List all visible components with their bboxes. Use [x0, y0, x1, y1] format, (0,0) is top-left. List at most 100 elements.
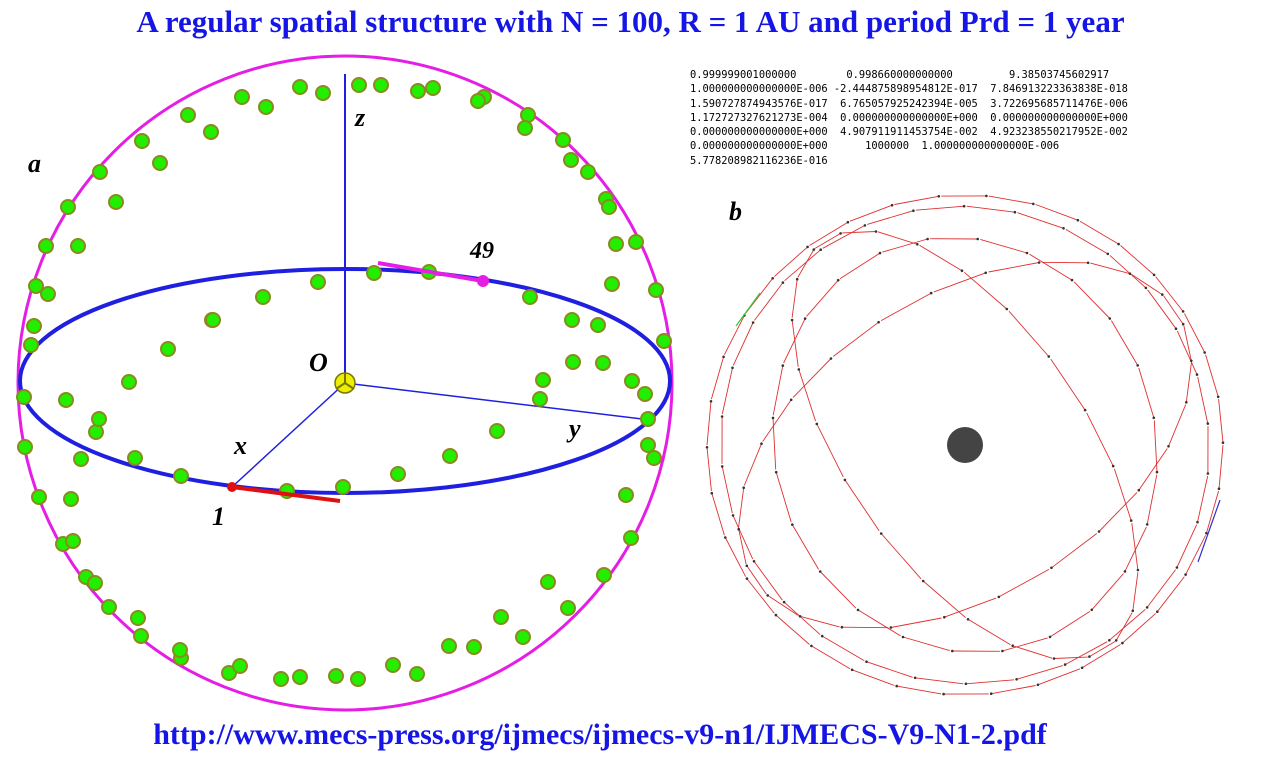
sphere-point-marker: [315, 85, 331, 101]
orbit-arrow-tip: [951, 649, 954, 653]
orbit-arrow: [1073, 281, 1111, 319]
sphere-point-marker: [16, 389, 32, 405]
orbit-arrow: [1049, 611, 1091, 638]
orbit-arrow-tip: [815, 422, 819, 426]
sphere-point-marker: [172, 642, 188, 658]
orbit-arrow-tip: [1190, 359, 1193, 363]
sphere-point-marker: [351, 77, 367, 93]
orbit-arrow-tip: [722, 355, 725, 359]
numeric-line: 0.000000000000000E+000 1000000 1.0000000…: [690, 140, 1060, 153]
orbit-arrow-tip: [710, 491, 714, 495]
orbit-arrow: [1183, 325, 1192, 361]
orbit-arrow-tip: [774, 613, 778, 617]
sphere-point-marker: [637, 386, 653, 402]
orbit-arrow: [880, 533, 922, 580]
orbit-arrow-tip: [1161, 293, 1164, 296]
orbit-arrow: [964, 271, 1008, 310]
orbit-arrow-tip: [782, 600, 786, 604]
orbit-arrow: [1111, 320, 1139, 366]
orbit-arrow-tip: [781, 281, 785, 284]
orbit-arrow-tip: [1015, 678, 1018, 681]
orbit-arrow-tip: [1205, 531, 1208, 535]
orbit-arrow-tip: [1217, 487, 1221, 491]
orbit-arrow: [1109, 255, 1147, 289]
orbit-arrow-tip: [1047, 355, 1051, 358]
orbit-arrow-tip: [874, 230, 878, 233]
orbit-arrow-tip: [1195, 373, 1199, 376]
orbit-arrow-tip: [745, 577, 749, 580]
sphere-point-marker: [390, 466, 406, 482]
orbit-arrow-tip: [1108, 317, 1112, 320]
orbit-arrow: [721, 367, 733, 415]
sphere-point-marker: [580, 164, 596, 180]
sphere-point-marker: [221, 665, 237, 681]
orbit-arrow-tip: [1175, 566, 1179, 569]
sphere-point-marker: [203, 124, 219, 140]
panel-a-sphere: a z x y O 1 49: [16, 54, 674, 712]
sphere-point-marker: [624, 373, 640, 389]
orbit-arrow: [1168, 404, 1187, 447]
orbit-arrow: [1156, 576, 1185, 612]
numeric-line: 0.000000000000000E+000 4.907911911453754…: [690, 126, 1128, 139]
sphere-point-marker: [466, 639, 482, 655]
orbit-arrow-tip: [1128, 272, 1132, 276]
x-axis-label: x: [233, 431, 247, 460]
orbit-arrow-tip: [1037, 261, 1041, 264]
orbit-arrow-tip: [1080, 666, 1084, 670]
sphere-point-marker: [58, 392, 74, 408]
orbit-arrow: [767, 595, 799, 616]
orbit-arrow-tip: [1117, 242, 1120, 246]
orbit-arrow-tip: [781, 364, 785, 367]
orbit-arrow-tip: [789, 398, 793, 402]
sphere-point-marker: [88, 424, 104, 440]
orbit-arrow-tip: [1216, 395, 1220, 399]
orbit-arrow: [867, 210, 914, 225]
orbit-arrow: [1122, 613, 1156, 644]
orbit-arrow-tip: [1221, 441, 1225, 445]
orbit-arrow: [841, 626, 889, 629]
orbit-arrow-tip: [895, 684, 898, 688]
orbit-arrow-tip: [819, 248, 822, 251]
source-url[interactable]: http://www.mecs-press.org/ijmecs/ijmecs-…: [153, 718, 1047, 751]
orbit-arrow: [922, 580, 966, 619]
orbit-arrow-tip: [1121, 641, 1124, 645]
orbit-arrow-tip: [913, 676, 917, 680]
orbit-arrow: [1037, 668, 1081, 686]
central-body: [947, 427, 983, 463]
orbit-arrow: [1064, 641, 1108, 665]
orbit-arrow-tip: [798, 615, 802, 618]
orbit-arrow: [1197, 376, 1209, 424]
orbit-arrow-tip: [840, 625, 844, 629]
orbit-arrow-tip: [745, 564, 749, 568]
orbit-arrow: [933, 272, 986, 293]
orbit-arrow: [1035, 204, 1079, 221]
orbit-arrow: [1146, 569, 1176, 608]
orbit-arrow-tip: [1083, 408, 1087, 412]
orbit-arrow: [798, 369, 817, 422]
orbit-arrow-tip: [1145, 606, 1149, 609]
sphere-point-marker: [31, 489, 47, 505]
orbit-arrow-tip: [997, 595, 1001, 599]
orbit-arrow: [944, 597, 997, 618]
orbit-arrow: [919, 244, 963, 272]
orbit-arrow: [966, 205, 1015, 213]
orbit-arrow: [1131, 274, 1163, 295]
orbit-arrow: [839, 252, 881, 279]
orbit-arrow: [1147, 289, 1177, 329]
orbit-arrow: [762, 399, 792, 442]
orbit-arrow-tip: [1206, 422, 1210, 425]
orbit-arrow-tip: [803, 317, 807, 320]
orbit-arrow: [1205, 490, 1220, 534]
orbit-arrow: [791, 319, 799, 367]
orbit-arrow: [1163, 295, 1184, 325]
orbit-arrow: [967, 618, 1011, 646]
orbit-arrow-tip: [1062, 227, 1065, 230]
sphere-point-marker: [373, 77, 389, 93]
sphere-point-marker: [328, 668, 344, 684]
orbit-arrow-tip: [929, 291, 933, 295]
orbit-arrow: [1053, 656, 1088, 659]
orbit-arrow-tip: [1106, 252, 1110, 256]
orbit-arrow-tip: [1123, 570, 1127, 573]
panel-b-label: b: [729, 197, 742, 226]
orbit-arrow: [915, 205, 965, 211]
